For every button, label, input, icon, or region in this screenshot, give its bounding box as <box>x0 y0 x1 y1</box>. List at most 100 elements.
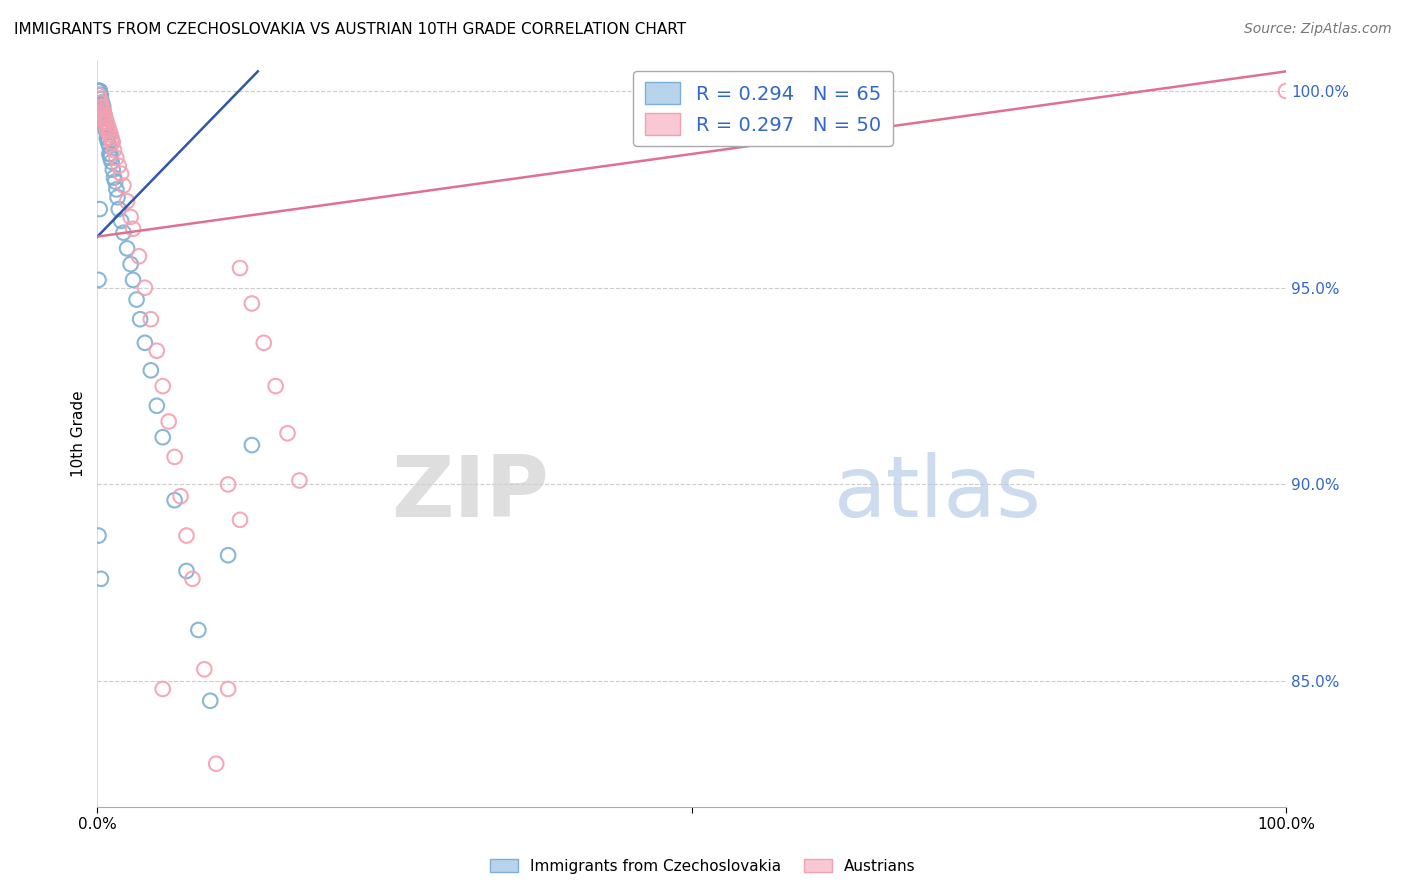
Point <box>90 95 112 110</box>
Point <box>98 123 121 137</box>
Point <box>100 131 122 145</box>
Point <box>96 131 118 145</box>
Point <box>91 108 114 122</box>
Point <box>94 112 117 126</box>
Point <box>1275 84 1298 98</box>
Point <box>134 281 156 295</box>
Point <box>100 151 122 165</box>
Point <box>103 143 125 157</box>
Point <box>91 100 114 114</box>
Point <box>90 100 112 114</box>
Point <box>91 103 114 118</box>
Point <box>98 139 121 153</box>
Point <box>277 426 299 441</box>
Point <box>152 379 174 393</box>
Point <box>125 293 148 307</box>
Point <box>87 88 110 103</box>
Point <box>90 95 112 110</box>
Point <box>103 170 125 185</box>
Point <box>101 135 124 149</box>
Point <box>97 131 120 145</box>
Point <box>90 92 112 106</box>
Point <box>128 249 150 263</box>
Point <box>205 756 228 771</box>
Point <box>91 100 114 114</box>
Point <box>87 84 110 98</box>
Point <box>217 681 239 696</box>
Point <box>229 261 252 276</box>
Point <box>90 88 112 103</box>
Point <box>288 474 311 488</box>
Text: atlas: atlas <box>834 451 1042 534</box>
Text: Source: ZipAtlas.com: Source: ZipAtlas.com <box>1244 22 1392 37</box>
Point <box>93 108 115 122</box>
Point <box>90 572 112 586</box>
Point <box>112 226 135 240</box>
Point <box>146 343 169 358</box>
Point <box>115 194 138 209</box>
Point <box>91 100 114 114</box>
Point <box>163 493 186 508</box>
Point <box>97 120 120 134</box>
Point <box>93 115 115 129</box>
Point <box>100 135 122 149</box>
Point <box>129 312 152 326</box>
Point <box>87 84 110 98</box>
Point <box>98 128 121 142</box>
Point <box>193 662 215 676</box>
Point <box>91 108 114 122</box>
Point <box>107 202 129 216</box>
Point <box>120 210 142 224</box>
Point <box>187 623 209 637</box>
Point <box>89 88 111 103</box>
Point <box>87 84 110 98</box>
Point <box>91 103 114 118</box>
Point <box>120 257 142 271</box>
Point <box>93 112 115 126</box>
Point <box>217 548 239 562</box>
Point <box>176 528 198 542</box>
Point <box>110 167 132 181</box>
Point <box>200 694 222 708</box>
Point <box>89 84 111 98</box>
Point <box>105 182 128 196</box>
Point <box>89 84 111 98</box>
Point <box>104 175 127 189</box>
Point <box>96 123 118 137</box>
Point <box>94 115 117 129</box>
Point <box>264 379 287 393</box>
Point <box>89 202 111 216</box>
Point <box>146 399 169 413</box>
Point <box>98 147 121 161</box>
Point <box>139 312 162 326</box>
Point <box>87 88 110 103</box>
Point <box>181 572 204 586</box>
Legend: Immigrants from Czechoslovakia, Austrians: Immigrants from Czechoslovakia, Austrian… <box>484 853 922 880</box>
Point <box>169 489 191 503</box>
Point <box>110 214 132 228</box>
Point <box>107 190 129 204</box>
Point <box>112 178 135 193</box>
Point <box>93 115 115 129</box>
Y-axis label: 10th Grade: 10th Grade <box>72 390 86 476</box>
Point <box>89 84 111 98</box>
Point <box>89 88 111 103</box>
Point <box>89 92 111 106</box>
Point <box>105 151 128 165</box>
Point <box>229 513 252 527</box>
Point <box>134 335 156 350</box>
Point <box>96 123 118 137</box>
Point <box>217 855 239 869</box>
Point <box>253 335 276 350</box>
Point <box>115 241 138 255</box>
Point <box>93 108 115 122</box>
Point <box>240 438 263 452</box>
Point <box>87 84 110 98</box>
Point <box>91 108 114 122</box>
Point <box>91 95 114 110</box>
Point <box>91 103 114 118</box>
Point <box>240 296 263 310</box>
Point <box>101 162 124 177</box>
Point <box>87 273 110 287</box>
Point <box>163 450 186 464</box>
